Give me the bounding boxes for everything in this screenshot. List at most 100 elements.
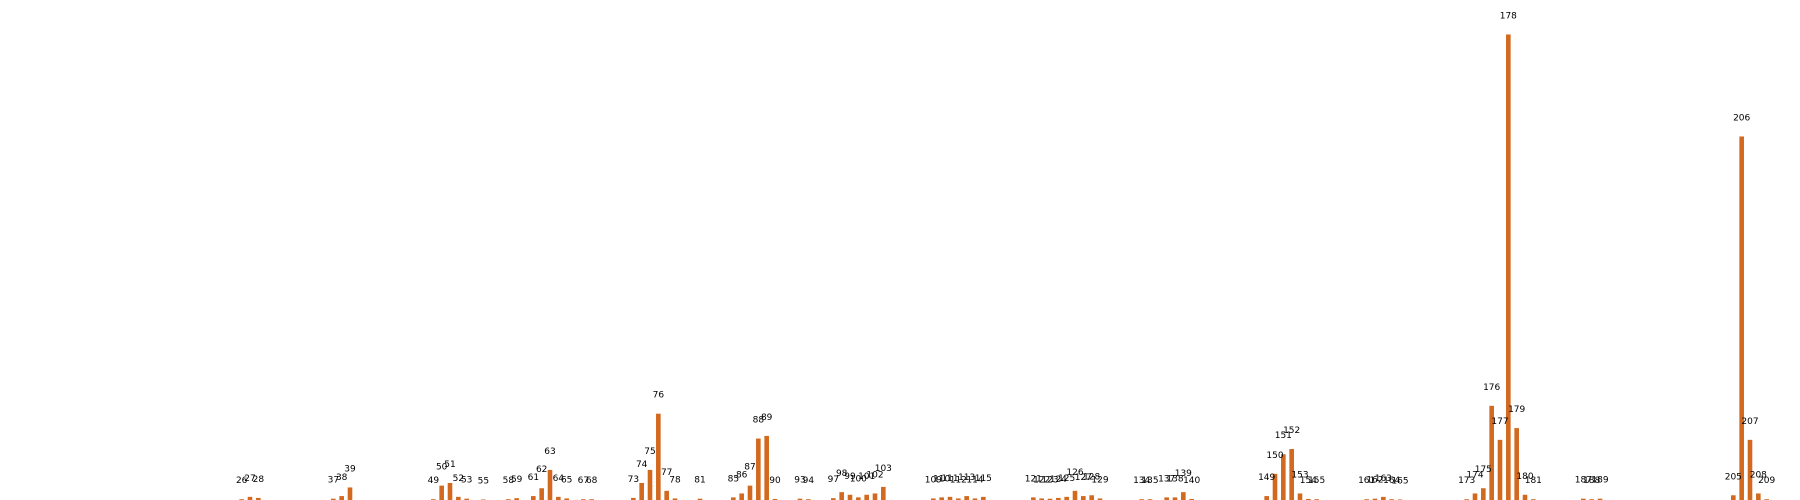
bar (1281, 454, 1286, 500)
bar-value-label: 85 (728, 474, 739, 484)
bar (872, 493, 878, 500)
bar (1031, 497, 1036, 500)
bar (1497, 439, 1503, 500)
bar (1731, 495, 1736, 500)
bar (439, 485, 444, 500)
bars-group (239, 34, 1769, 500)
bar-value-label: 28 (253, 475, 265, 485)
bar-value-label: 26 (236, 476, 248, 486)
bar (1481, 488, 1486, 500)
bar (664, 490, 669, 500)
bar (847, 494, 853, 500)
bar-value-label: 140 (1183, 476, 1200, 486)
bar-value-label: 129 (1091, 475, 1108, 485)
bar-value-label: 88 (753, 416, 765, 426)
bar-value-label: 165 (1391, 476, 1408, 486)
bar (531, 496, 536, 500)
bar (1072, 490, 1078, 500)
bar (1289, 449, 1294, 500)
bar-value-label: 154 (1300, 476, 1317, 486)
bar-value-label: 187 (1575, 476, 1592, 486)
bar-value-label: 163 (1375, 474, 1392, 484)
bar (1514, 428, 1519, 500)
bar-value-label: 55 (478, 476, 489, 486)
bar-value-label: 208 (1750, 470, 1767, 480)
bar-value-label: 125 (1058, 474, 1075, 484)
bar (839, 492, 844, 500)
bar-value-label: 205 (1725, 472, 1742, 482)
bar-value-label: 49 (428, 476, 440, 486)
bar-value-label: 99 (844, 472, 856, 482)
bar (256, 497, 261, 500)
bar (1306, 498, 1311, 500)
bar (1522, 494, 1528, 500)
bar (1039, 498, 1044, 500)
bar (1472, 493, 1478, 500)
bar (856, 497, 861, 500)
bar-value-label: 109 (925, 475, 942, 485)
bar (331, 498, 336, 500)
bar-value-label: 52 (453, 474, 464, 484)
bar (347, 487, 353, 500)
bar-value-label: 177 (1491, 417, 1508, 427)
bar (547, 469, 553, 500)
bar-value-label: 64 (553, 474, 565, 484)
bar-value-label: 206 (1733, 113, 1750, 123)
bar (1747, 439, 1753, 500)
bar-value-label: 94 (803, 476, 815, 486)
bar (1181, 492, 1186, 500)
bar (1756, 493, 1761, 500)
bar-value-label: 139 (1175, 469, 1192, 479)
bar (639, 483, 644, 500)
bar (647, 469, 653, 500)
bar (1372, 498, 1378, 500)
bar (1489, 405, 1494, 500)
bar (656, 413, 661, 500)
bar-value-label: 51 (444, 460, 455, 470)
bar-value-label: 179 (1508, 405, 1525, 415)
bar (456, 496, 461, 500)
bar (947, 496, 953, 500)
bar (1047, 498, 1053, 500)
bar-value-label: 68 (586, 476, 598, 486)
bar (631, 497, 636, 500)
bar-value-label: 115 (975, 474, 992, 484)
bar-value-label: 152 (1283, 426, 1300, 436)
bar (247, 496, 253, 500)
bar (1739, 136, 1744, 500)
bar (672, 498, 678, 500)
bar-value-label: 188 (1583, 476, 1600, 486)
bar-value-label: 103 (875, 464, 892, 474)
bar (1506, 34, 1511, 500)
bar (1089, 495, 1094, 500)
bar-value-label: 122 (1033, 475, 1050, 485)
bar-value-label: 74 (636, 460, 648, 470)
bar-value-label: 150 (1266, 451, 1283, 461)
bar (339, 496, 344, 500)
bar (931, 498, 936, 500)
bar-value-label: 121 (1025, 474, 1042, 484)
bar-value-label: 176 (1483, 383, 1500, 393)
bar (956, 498, 961, 500)
bar-value-label: 27 (244, 474, 255, 484)
bar (1381, 496, 1386, 500)
bar-value-label: 98 (836, 469, 848, 479)
bar-value-label: 78 (669, 475, 681, 485)
bar-value-label: 50 (436, 463, 448, 473)
bar-value-label: 37 (328, 476, 339, 486)
bar (939, 497, 944, 500)
bar-value-label: 97 (828, 475, 839, 485)
bar-value-label: 75 (644, 447, 655, 457)
bar (697, 498, 703, 500)
bar-value-label: 135 (1141, 476, 1158, 486)
bar (447, 483, 453, 500)
bar-value-label: 38 (336, 473, 348, 483)
bar (972, 498, 978, 500)
bar-value-label: 175 (1475, 465, 1492, 475)
bar-value-label: 87 (744, 463, 755, 473)
bar-value-label: 61 (528, 473, 539, 483)
bar (1097, 498, 1103, 500)
